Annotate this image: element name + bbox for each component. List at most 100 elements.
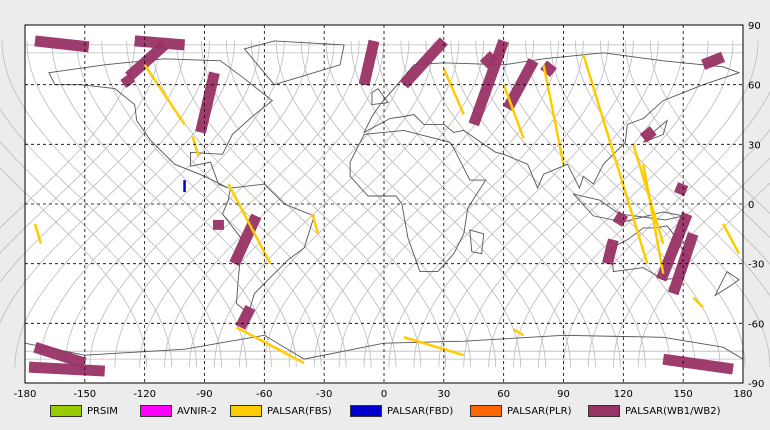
observation-swath — [229, 213, 262, 266]
orbit-track — [338, 40, 559, 368]
latitude-tick-label: -60 — [748, 319, 764, 330]
orbit-track — [350, 40, 571, 368]
legend-item-prism: PRSIM — [50, 404, 118, 418]
orbit-track — [525, 40, 746, 368]
orbit-track — [76, 40, 297, 368]
coastline — [243, 40, 345, 86]
observation-swath — [512, 328, 525, 337]
observation-swath — [701, 51, 726, 70]
observation-swath — [674, 182, 689, 197]
coastline — [469, 229, 485, 255]
orbit-track — [488, 40, 709, 368]
observation-swath — [28, 361, 106, 377]
observation-swath — [442, 68, 465, 115]
latitude-tick-label: 90 — [748, 21, 761, 32]
legend: PRSIM AVNIR-2 PALSAR(FBS) PALSAR(FBD) PA… — [0, 398, 770, 424]
orbit-track — [26, 40, 247, 368]
latitude-tick-label: 30 — [748, 140, 761, 151]
longitude-tick-label: 30 — [437, 389, 450, 398]
observation-swath — [33, 341, 87, 369]
longitude-tick-label: -120 — [133, 389, 156, 398]
legend-item-palsar-fbd: PALSAR(FBD) — [350, 404, 453, 418]
orbit-track — [39, 40, 260, 368]
legend-item-palsar-plr: PALSAR(PLR) — [470, 404, 571, 418]
legend-swatch — [588, 405, 620, 417]
orbit-track — [51, 40, 272, 368]
legend-swatch — [350, 405, 382, 417]
orbit-tracks — [0, 40, 770, 368]
orbit-track — [375, 40, 596, 368]
observation-swath — [311, 213, 320, 235]
observation-swath — [143, 64, 186, 126]
coverage-map: -180 -150 -120 -90 -60 -30 0 30 60 90 120 150 180 90… — [0, 21, 770, 398]
observation-swath — [399, 37, 448, 89]
coastline — [610, 225, 690, 281]
legend-label: PALSAR(FBS) — [267, 405, 332, 417]
latitude-tick-label: -30 — [748, 260, 764, 271]
longitude-tick-label: 150 — [674, 389, 693, 398]
observation-swath — [582, 54, 649, 265]
legend-swatch — [50, 405, 82, 417]
coastline — [371, 87, 389, 106]
longitude-tick-label: 90 — [557, 389, 570, 398]
observation-swath — [33, 223, 43, 245]
latitude-tick-label: 0 — [748, 200, 754, 211]
observation-swath — [502, 84, 525, 139]
legend-label: PALSAR(FBD) — [387, 405, 454, 417]
legend-label: PRSIM — [87, 405, 118, 417]
legend-swatch — [470, 405, 502, 417]
orbit-track — [214, 40, 435, 368]
orbit-track — [176, 40, 397, 368]
observation-swath — [403, 336, 465, 357]
longitude-tick-label: -60 — [256, 389, 272, 398]
orbit-track — [164, 40, 385, 368]
orbit-track — [189, 40, 410, 368]
orbit-track — [400, 40, 621, 368]
coastline — [48, 58, 274, 189]
observation-swath — [479, 50, 498, 69]
orbit-track — [649, 40, 770, 215]
observation-swath — [612, 211, 629, 227]
coastline — [221, 183, 315, 315]
legend-item-avnir2: AVNIR-2 — [140, 404, 217, 418]
observation-swath — [542, 64, 565, 165]
legend-item-palsar-wb: PALSAR(WB1/WB2) — [588, 404, 721, 418]
longitude-tick-label: 180 — [733, 389, 752, 398]
orbit-track — [388, 40, 609, 368]
observation-swath — [667, 232, 699, 296]
observation-swath — [227, 183, 272, 265]
longitude-tick-label: -30 — [316, 389, 332, 398]
latitude-ticks: 90 60 30 0 -30 -60 -90 — [748, 21, 764, 390]
orbit-track — [637, 182, 770, 368]
observation-swath — [540, 60, 557, 78]
longitude-tick-label: -180 — [14, 389, 37, 398]
observation-swath — [692, 296, 704, 309]
orbit-track — [201, 40, 422, 368]
legend-label: AVNIR-2 — [177, 405, 217, 417]
observation-swath — [120, 73, 136, 88]
observation-swath — [642, 163, 665, 274]
coastline — [713, 270, 740, 297]
longitude-tick-label: 0 — [381, 389, 387, 398]
legend-swatch — [230, 405, 262, 417]
longitude-tick-label: 60 — [497, 389, 510, 398]
longitude-tick-label: -150 — [73, 389, 96, 398]
orbit-track — [513, 40, 734, 368]
observation-swath — [34, 35, 90, 53]
longitude-tick-label: -90 — [196, 389, 212, 398]
latitude-tick-label: 60 — [748, 81, 761, 92]
observation-swath — [502, 58, 539, 112]
coastline — [363, 52, 741, 190]
observation-swath — [235, 304, 256, 330]
orbit-track — [14, 40, 235, 368]
observation-swath — [721, 223, 741, 255]
observation-swath — [195, 71, 220, 134]
latitude-tick-label: -90 — [748, 379, 764, 390]
longitude-tick-label: 120 — [614, 389, 633, 398]
observation-swath — [235, 326, 305, 365]
observation-swath — [662, 353, 734, 375]
orbit-track — [226, 40, 447, 368]
legend-label: PALSAR(WB1/WB2) — [625, 405, 721, 417]
observation-swath — [191, 136, 200, 157]
observation-swath — [602, 238, 619, 266]
